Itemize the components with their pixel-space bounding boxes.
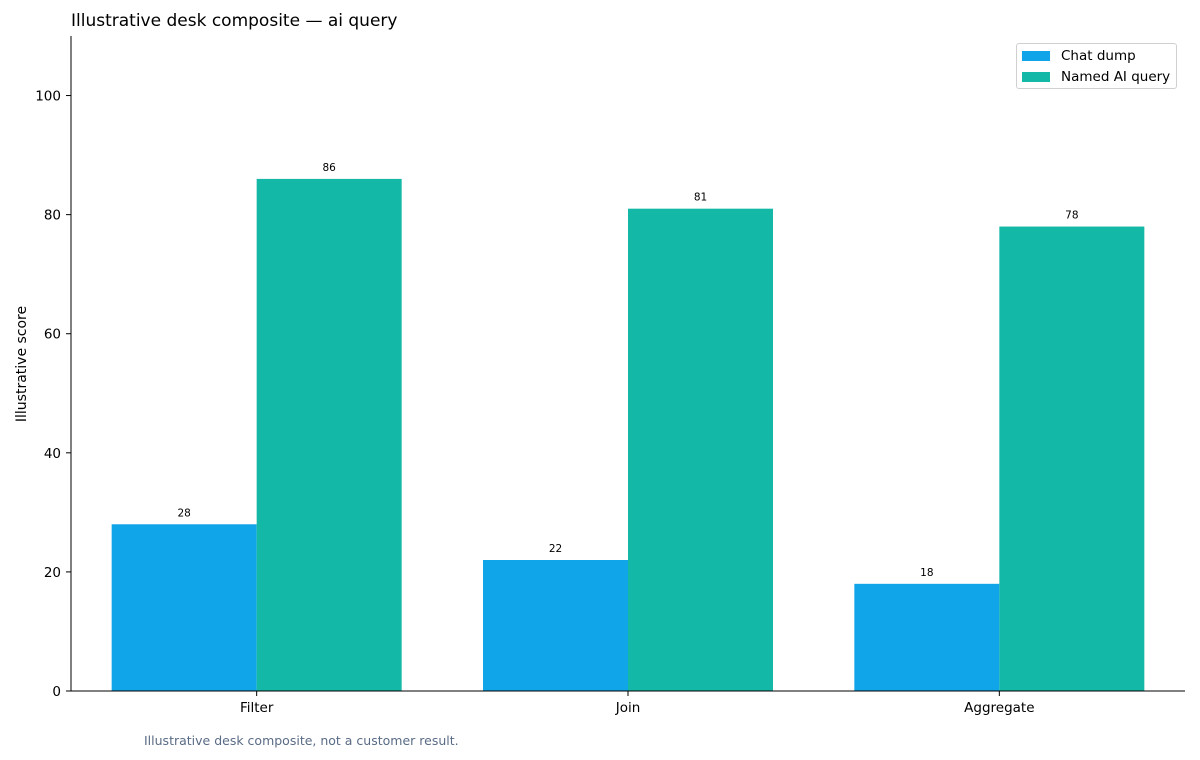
bars-layer xyxy=(111,178,1145,692)
chart-title: Illustrative desk composite — ai query xyxy=(71,11,398,31)
bar-named-ai-query-filter xyxy=(256,178,402,692)
data-label: 86 xyxy=(322,162,336,174)
footnote: Illustrative desk composite, not a custo… xyxy=(144,733,459,748)
y-tick-label: 20 xyxy=(44,565,61,581)
y-tick-label: 80 xyxy=(44,208,61,224)
x-tick-label: Aggregate xyxy=(964,700,1034,716)
y-axis-label: Illustrative score xyxy=(14,306,30,422)
bar-chat-dump-join xyxy=(483,560,628,691)
y-tick-label: 100 xyxy=(35,89,61,105)
x-tick-label: Join xyxy=(615,700,641,716)
bar-chat-dump-aggregate xyxy=(854,583,1000,691)
legend-label: Named AI query xyxy=(1061,69,1171,85)
bar-named-ai-query-join xyxy=(628,208,773,691)
data-labels-layer: 28 86 22 81 18 78 xyxy=(177,162,1078,579)
data-label: 81 xyxy=(694,192,707,204)
y-tick-label: 0 xyxy=(52,684,61,700)
bar-named-ai-query-aggregate xyxy=(999,226,1145,691)
legend-item-chat-dump: Chat dump xyxy=(1022,47,1136,65)
x-tick-label: Filter xyxy=(240,700,274,716)
data-label: 18 xyxy=(920,567,933,579)
legend-swatch xyxy=(1022,51,1050,61)
data-label: 28 xyxy=(177,507,190,519)
data-label: 78 xyxy=(1065,210,1078,222)
data-label: 22 xyxy=(549,543,562,555)
bar-chat-dump-filter xyxy=(111,524,257,691)
y-tick-label: 60 xyxy=(44,327,61,343)
axes-layer: Filter Join Aggregate 0 20 40 60 80 100 xyxy=(35,36,1185,716)
legend: Chat dump Named AI query xyxy=(1016,43,1177,89)
legend-label: Chat dump xyxy=(1061,48,1136,64)
y-tick-label: 40 xyxy=(44,446,61,462)
legend-item-named-ai-query: Named AI query xyxy=(1022,68,1170,86)
legend-swatch xyxy=(1022,72,1050,82)
